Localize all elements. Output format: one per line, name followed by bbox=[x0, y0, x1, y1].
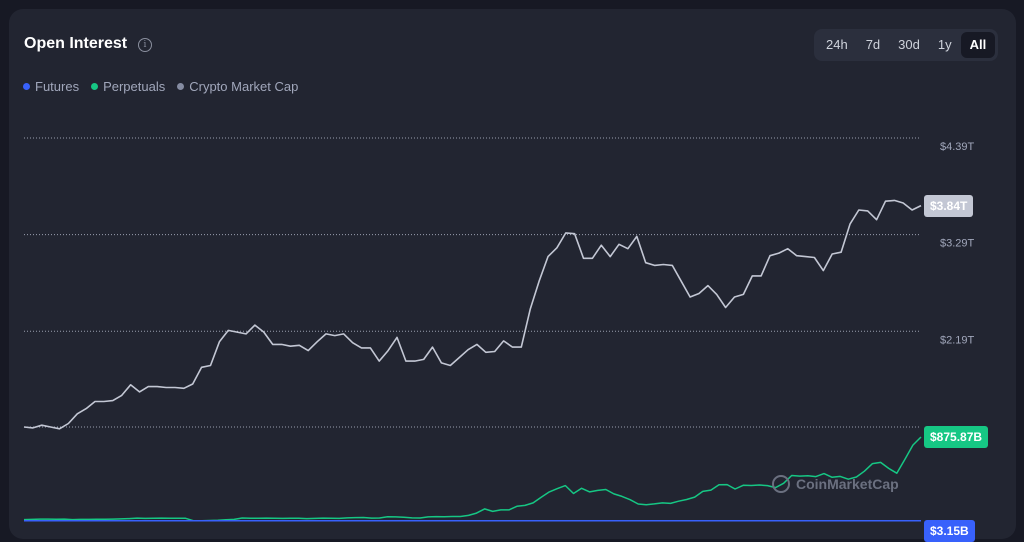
y-tick-label: $3.29T bbox=[940, 238, 975, 250]
time-range-selector: 24h 7d 30d 1y All bbox=[814, 29, 999, 61]
info-circle-icon[interactable]: i bbox=[138, 38, 152, 52]
chart-legend: Futures Perpetuals Crypto Market Cap bbox=[23, 79, 298, 94]
chart-title: Open Interest bbox=[24, 35, 128, 52]
y-tick-label: $2.19T bbox=[940, 334, 975, 346]
market-cap-value-badge: $3.84T bbox=[924, 194, 974, 217]
legend-dot-futures bbox=[23, 83, 30, 90]
series-line-crypto-market-cap bbox=[23, 199, 922, 430]
range-7d-button[interactable]: 7d bbox=[865, 37, 881, 52]
grid-lines bbox=[24, 137, 921, 428]
open-interest-chart: $4.39T$3.29T$2.19T$1.1T bbox=[23, 137, 975, 522]
watermark-text: CoinMarketCap bbox=[796, 476, 899, 492]
perpetuals-value-badge: $875.87B bbox=[924, 426, 989, 448]
legend-label-futures: Futures bbox=[35, 79, 80, 94]
legend-dot-perpetuals bbox=[91, 83, 99, 90]
coinmarketcap-watermark: CoinMarketCap bbox=[772, 475, 899, 493]
coinmarketcap-logo-icon bbox=[772, 475, 790, 493]
futures-value-badge: $3.15B bbox=[924, 519, 975, 542]
legend-item-futures[interactable]: Futures bbox=[23, 79, 79, 94]
range-1y-button[interactable]: 1y bbox=[937, 37, 952, 52]
series-line-perpetuals bbox=[23, 436, 922, 522]
range-24h-button[interactable]: 24h bbox=[826, 37, 848, 52]
legend-label-market-cap: Crypto Market Cap bbox=[189, 79, 299, 94]
range-all-button[interactable]: All bbox=[960, 32, 996, 58]
y-axis-ticks: $4.39T$3.29T$2.19T$1.1T bbox=[940, 141, 975, 442]
legend-item-market-cap[interactable]: Crypto Market Cap bbox=[177, 79, 298, 94]
open-interest-card: Open Interest i 24h 7d 30d 1y All Future… bbox=[9, 9, 1016, 539]
legend-dot-market-cap bbox=[177, 83, 185, 90]
series-lines bbox=[23, 199, 922, 522]
legend-item-perpetuals[interactable]: Perpetuals bbox=[91, 79, 165, 94]
y-tick-label: $4.39T bbox=[940, 141, 975, 153]
range-30d-button[interactable]: 30d bbox=[898, 37, 920, 52]
legend-label-perpetuals: Perpetuals bbox=[103, 79, 166, 94]
